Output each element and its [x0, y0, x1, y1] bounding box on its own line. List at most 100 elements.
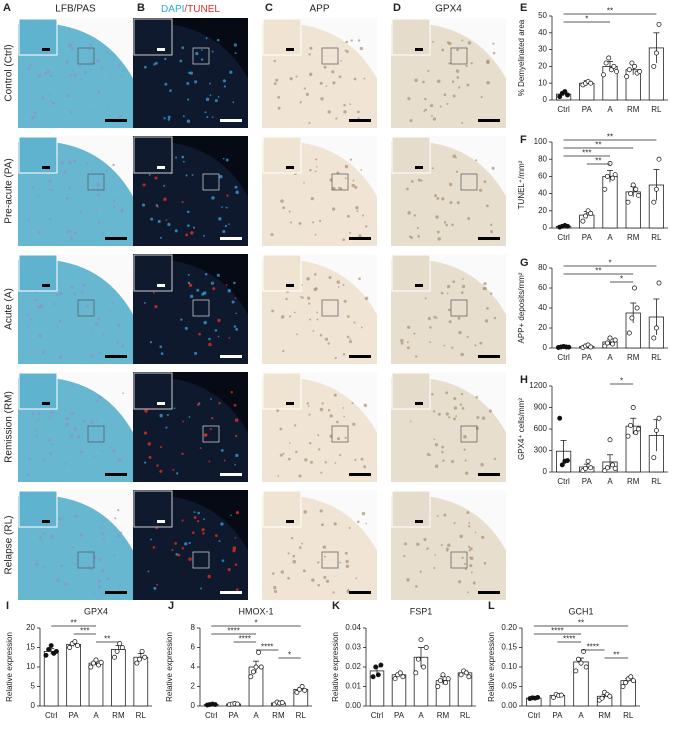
inset-scale-bar [286, 520, 294, 523]
cell [205, 97, 210, 102]
cell [117, 323, 120, 326]
y-tick-label: 20 [538, 323, 547, 332]
cell [214, 329, 218, 332]
cell [340, 60, 342, 62]
cell [320, 97, 324, 101]
cell [277, 96, 281, 99]
cell [196, 288, 200, 292]
y-tick-label: 0.00 [501, 701, 517, 710]
inset [391, 254, 431, 292]
cell [344, 177, 347, 180]
cell [109, 446, 112, 449]
cell [307, 296, 311, 300]
cell [153, 586, 157, 590]
significance-label: * [585, 15, 588, 24]
panel-letter: H [520, 374, 528, 386]
data-point [610, 462, 616, 468]
cell [457, 316, 461, 320]
cell [222, 157, 225, 160]
x-tick-label: A [607, 105, 613, 114]
cell [443, 513, 447, 517]
cell [203, 234, 206, 237]
data-point [656, 415, 662, 421]
cell [152, 546, 156, 549]
cell [441, 197, 445, 201]
cell [446, 549, 449, 552]
data-point [604, 465, 610, 471]
cell [116, 341, 120, 344]
x-tick-label: PA [229, 711, 240, 720]
y-axis-label: APP+ deposits/mm² [517, 272, 526, 343]
scale-bar [105, 355, 127, 358]
data-point [580, 218, 586, 224]
cell [117, 64, 120, 67]
cell [316, 318, 319, 321]
data-point [656, 156, 662, 162]
cell [211, 416, 214, 420]
x-tick-label: PA [394, 711, 405, 720]
cell [181, 519, 184, 522]
data-point [653, 427, 659, 433]
cell [273, 59, 277, 63]
cell [312, 221, 315, 224]
inset-scale-bar [157, 520, 165, 523]
x-tick-label: RL [296, 711, 307, 720]
cell [143, 301, 146, 304]
cell [227, 289, 231, 293]
scale-bar [349, 355, 371, 358]
roi-box [460, 425, 478, 443]
cell [167, 118, 171, 121]
cell [336, 280, 341, 284]
cell [83, 70, 87, 74]
cell [424, 297, 427, 300]
x-tick-label: RL [651, 105, 662, 114]
inset-scale-bar [286, 166, 294, 169]
cell [406, 578, 410, 582]
cell [448, 182, 453, 187]
inset [133, 372, 173, 410]
x-tick-label: PA [552, 711, 563, 720]
cell [49, 217, 52, 220]
cell [490, 229, 494, 234]
significance-label: **** [551, 627, 563, 636]
cell [452, 94, 456, 98]
y-tick-label: 0 [543, 223, 548, 232]
cell [348, 526, 351, 529]
cell [234, 463, 236, 466]
cell [429, 341, 432, 344]
cell [63, 170, 67, 174]
cell [298, 546, 302, 549]
cell [403, 554, 406, 558]
cell [336, 420, 339, 424]
inset [133, 18, 173, 56]
cell [480, 463, 484, 467]
cell [331, 207, 336, 211]
cell [437, 412, 441, 416]
inset-scale-bar [157, 48, 165, 51]
cell [447, 543, 451, 548]
cell [448, 41, 452, 46]
cell [82, 419, 86, 423]
cell [414, 78, 418, 83]
cell [358, 39, 361, 42]
cell [70, 434, 74, 438]
cell [358, 234, 362, 238]
cell [443, 221, 447, 224]
cell [111, 302, 114, 305]
data-point [566, 344, 572, 350]
cell [86, 304, 89, 307]
inset-scale-bar [415, 402, 423, 405]
cell [42, 458, 46, 462]
data-point [578, 660, 584, 666]
cell [232, 546, 237, 551]
cell [222, 229, 226, 234]
cell [360, 168, 363, 171]
cell [188, 416, 191, 418]
cell [180, 318, 183, 321]
y-tick-label: 300 [534, 446, 548, 455]
cell [364, 296, 369, 301]
y-tick-label: 0.01 [345, 682, 361, 691]
cell [280, 570, 284, 574]
cell [289, 77, 293, 81]
cell [433, 566, 436, 569]
